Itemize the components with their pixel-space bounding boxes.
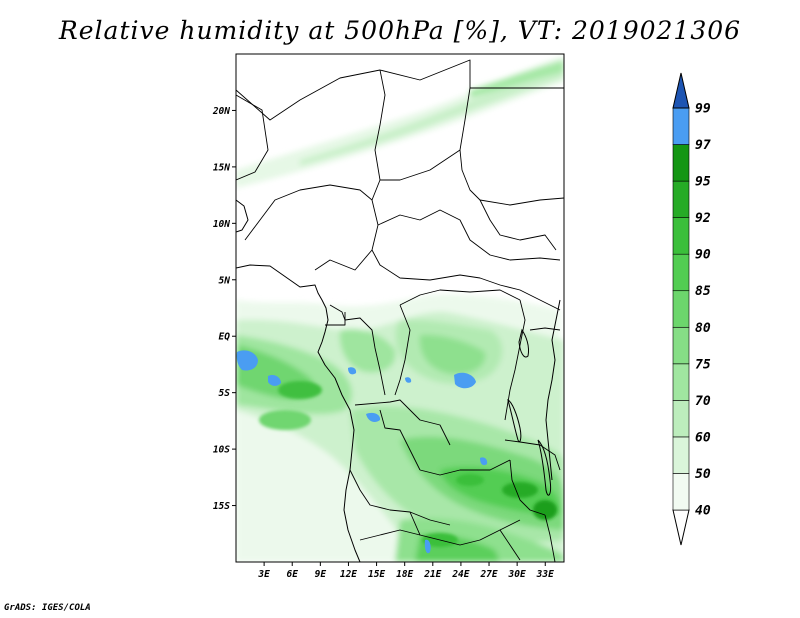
lon-tick-label: 9E [315, 569, 327, 580]
lon-tick-label: 12E [340, 569, 357, 580]
lon-tick-label: 24E [451, 569, 469, 580]
colorbar-swatch [672, 253, 690, 292]
colorbar-label: 70 [695, 394, 711, 409]
colorbar-label: 75 [695, 357, 711, 372]
humidity-field [236, 56, 564, 562]
colorbar-label: 60 [695, 430, 711, 445]
lat-tick-label: 5N [219, 275, 231, 286]
colorbar-label: 85 [695, 284, 711, 299]
colorbar-swatch [672, 363, 690, 401]
lon-tick-label: 18E [396, 569, 413, 580]
colorbar-bottom-triangle [672, 509, 690, 546]
lat-tick-label: 20N [212, 106, 230, 117]
colorbar-label: 80 [695, 321, 711, 336]
lat-tick-label: 10S [213, 445, 230, 456]
lat-tick-label: 5S [219, 388, 231, 399]
map-title: Relative humidity at 500hPa [%], VT: 201… [58, 16, 742, 45]
colorbar-top-triangle [672, 72, 690, 109]
colorbar-swatch [672, 436, 690, 474]
lon-tick-label: 15E [368, 569, 385, 580]
colorbar-swatch [672, 217, 690, 255]
lat-tick-label: 10N [213, 219, 230, 230]
lon-tick-label: 33E [536, 569, 554, 580]
map-frame [235, 53, 565, 563]
colorbar-label: 95 [695, 175, 711, 190]
colorbar-label: 50 [695, 467, 711, 482]
lon-tick-label: 30E [508, 569, 526, 580]
colorbar: 40 50 60 70 75 80 85 90 92 95 97 99 [672, 72, 711, 546]
colorbar-swatch [672, 400, 690, 438]
colorbar-swatch [672, 180, 690, 218]
lon-tick-label: 21E [423, 569, 441, 580]
colorbar-swatch [672, 473, 690, 511]
lon-tick-label: 3E [257, 569, 270, 580]
longitude-axis: 3E 6E 9E 12E 15E 18E 21E 24E 27E 30E 33E [257, 562, 554, 580]
lat-tick-label: EQ [219, 332, 231, 343]
grads-credit: GrADS: IGES/COLA [4, 603, 91, 613]
colorbar-label: 40 [695, 504, 711, 519]
colorbar-swatch [672, 107, 690, 145]
latitude-axis: 20N 15N 10N 5N EQ 5S 10S 15S [212, 106, 236, 512]
lat-tick-label: 15S [213, 501, 230, 512]
colorbar-swatch [672, 290, 690, 328]
colorbar-label: 99 [695, 102, 711, 117]
colorbar-label: 90 [695, 248, 711, 263]
lat-tick-label: 15N [213, 162, 230, 173]
lon-tick-label: 27E [479, 569, 497, 580]
colorbar-swatch [672, 326, 690, 365]
lon-tick-label: 6E [287, 569, 299, 580]
colorbar-label: 97 [695, 138, 711, 153]
colorbar-label: 92 [695, 211, 711, 226]
colorbar-swatch [672, 144, 690, 182]
